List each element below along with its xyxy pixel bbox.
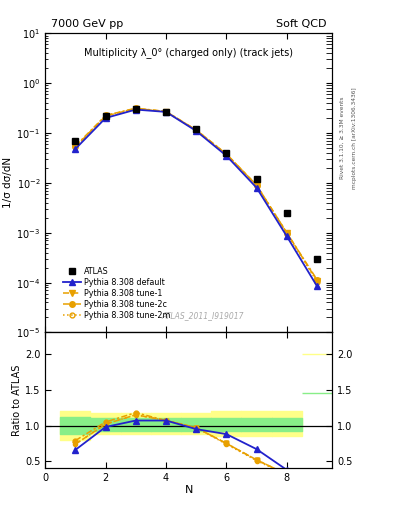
Text: Soft QCD: Soft QCD	[276, 19, 326, 29]
Y-axis label: Ratio to ATLAS: Ratio to ATLAS	[12, 365, 22, 436]
Text: mcplots.cern.ch [arXiv:1306.3436]: mcplots.cern.ch [arXiv:1306.3436]	[352, 88, 357, 189]
Legend: ATLAS, Pythia 8.308 default, Pythia 8.308 tune-1, Pythia 8.308 tune-2c, Pythia 8: ATLAS, Pythia 8.308 default, Pythia 8.30…	[61, 265, 173, 323]
Text: Rivet 3.1.10, ≥ 3.3M events: Rivet 3.1.10, ≥ 3.3M events	[340, 97, 345, 180]
Y-axis label: 1/σ dσ/dN: 1/σ dσ/dN	[4, 157, 13, 208]
Text: ATLAS_2011_I919017: ATLAS_2011_I919017	[162, 311, 244, 321]
X-axis label: N: N	[184, 485, 193, 495]
Text: Multiplicity λ_0° (charged only) (track jets): Multiplicity λ_0° (charged only) (track …	[84, 47, 293, 58]
Text: 7000 GeV pp: 7000 GeV pp	[51, 19, 123, 29]
